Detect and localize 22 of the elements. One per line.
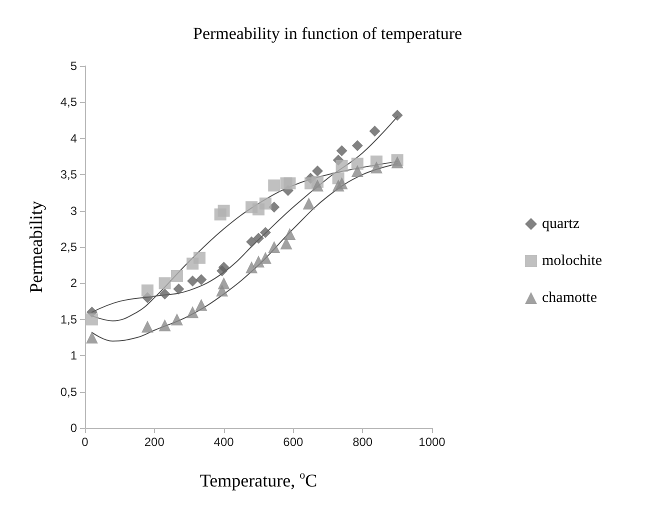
- y-tick-label: 1,5: [60, 312, 78, 326]
- chart-title: Permeability in function of temperature: [193, 24, 462, 43]
- y-tick-label: 4: [70, 131, 78, 146]
- y-tick-label: 2: [70, 276, 78, 290]
- y-tick-label: 4,5: [60, 95, 78, 110]
- y-tick-label: 0: [70, 421, 78, 435]
- y-tick-label: 3: [70, 204, 78, 218]
- x-tick-label: 1000: [418, 435, 446, 449]
- y-tick-label: 2,5: [60, 240, 78, 254]
- x-tick-label: 400: [214, 435, 234, 449]
- y-tick-label: 0,5: [60, 384, 78, 399]
- x-tick-label: 600: [283, 435, 304, 449]
- legend-label: chamotte: [542, 290, 598, 306]
- legend-label: quartz: [542, 216, 580, 232]
- x-tick-label: 0: [82, 435, 89, 449]
- legend-label: molochite: [542, 253, 602, 269]
- y-tick-label: 3,5: [60, 168, 78, 182]
- y-tick-label: 1: [70, 348, 78, 363]
- x-tick-label: 200: [144, 435, 165, 449]
- y-tick-label: 5: [70, 59, 78, 73]
- y-axis-title: Permeability: [26, 201, 46, 293]
- x-tick-label: 800: [352, 435, 373, 449]
